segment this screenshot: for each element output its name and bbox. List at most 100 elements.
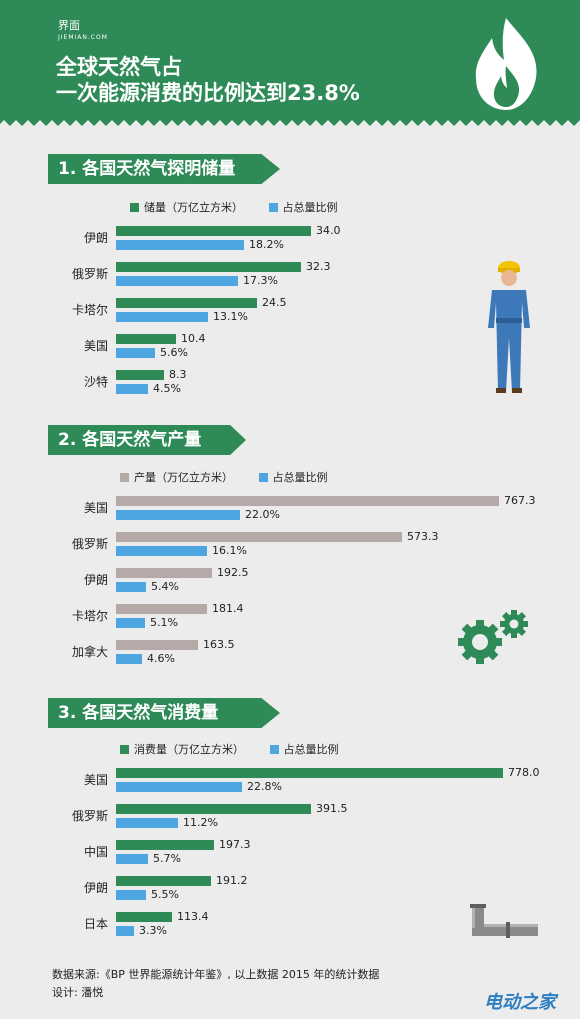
legend-swatch	[130, 203, 139, 212]
bar-share	[116, 240, 244, 250]
bar-share	[116, 854, 148, 864]
data-label: 113.4	[177, 910, 209, 923]
bar-volume	[116, 226, 311, 236]
data-label: 5.5%	[151, 888, 179, 901]
data-label: 767.3	[504, 494, 536, 507]
bar-volume	[116, 262, 301, 272]
category-label: 卡塔尔	[71, 609, 108, 623]
data-label: 16.1%	[212, 544, 247, 557]
watermark-text: 电动之家	[484, 992, 556, 1013]
section1-title: 1. 各国天然气探明储量	[48, 154, 280, 184]
bar-volume	[116, 876, 211, 886]
category-label: 加拿大	[71, 645, 108, 659]
bar-share	[116, 510, 240, 520]
bar-volume	[116, 604, 207, 614]
category-label: 沙特	[83, 375, 108, 389]
bar-share	[116, 654, 142, 664]
category-label: 伊朗	[83, 231, 108, 245]
zigzag-edge	[0, 114, 580, 126]
worker-icon	[488, 261, 530, 393]
legend-label: 消费量（万亿立方米）	[134, 743, 244, 756]
bar-volume	[116, 334, 176, 344]
bar-volume	[116, 640, 198, 650]
data-label: 11.2%	[183, 816, 218, 829]
data-label: 13.1%	[213, 310, 248, 323]
legend-swatch	[120, 473, 129, 482]
data-label: 10.4	[181, 332, 206, 345]
bar-volume	[116, 496, 499, 506]
category-label: 美国	[83, 339, 108, 353]
data-label: 24.5	[262, 296, 287, 309]
page-title-line1: 全球天然气占	[56, 55, 182, 79]
data-label: 17.3%	[243, 274, 278, 287]
section1-legend: 储量（万亿立方米） 占总量比例	[130, 201, 338, 215]
data-label: 4.6%	[147, 652, 175, 665]
bar-volume	[116, 912, 172, 922]
section2-legend: 产量（万亿立方米） 占总量比例	[120, 471, 328, 485]
category-label: 中国	[83, 845, 108, 859]
legend-swatch	[268, 203, 278, 212]
bar-volume	[116, 768, 503, 778]
brand-name: 界面	[58, 19, 80, 32]
data-label: 778.0	[508, 766, 540, 779]
data-label: 5.4%	[151, 580, 179, 593]
bar-share	[116, 276, 238, 286]
data-label: 181.4	[212, 602, 244, 615]
category-label: 伊朗	[83, 881, 108, 895]
category-label: 俄罗斯	[71, 537, 108, 551]
data-label: 34.0	[316, 224, 341, 237]
legend-label: 储量（万亿立方米）	[144, 201, 243, 214]
category-label: 俄罗斯	[71, 809, 108, 823]
bar-share	[116, 582, 146, 592]
data-label: 163.5	[203, 638, 235, 651]
category-label: 美国	[83, 501, 108, 515]
bar-share	[116, 890, 146, 900]
data-label: 573.3	[407, 530, 439, 543]
footer-source: 数据来源:《BP 世界能源统计年鉴》, 以上数据 2015 年的统计数据	[52, 968, 380, 981]
category-label: 俄罗斯	[71, 267, 108, 281]
legend-label: 占总量比例	[272, 471, 328, 484]
section2-title: 2. 各国天然气产量	[48, 425, 246, 455]
data-label: 191.2	[216, 874, 248, 887]
legend-swatch	[258, 473, 268, 482]
brand-sub: JIEMIAN.COM	[58, 34, 108, 41]
data-label: 5.6%	[160, 346, 188, 359]
legend-label: 占总量比例	[282, 201, 338, 214]
category-label: 卡塔尔	[71, 303, 108, 317]
category-label: 伊朗	[83, 573, 108, 587]
bar-volume	[116, 298, 257, 308]
data-label: 391.5	[316, 802, 348, 815]
bar-share	[116, 818, 178, 828]
data-label: 5.7%	[153, 852, 181, 865]
bar-volume	[116, 568, 212, 578]
bar-share	[116, 384, 148, 394]
bar-volume	[116, 370, 164, 380]
data-label: 32.3	[306, 260, 331, 273]
bar-share	[116, 782, 242, 792]
section3-legend: 消费量（万亿立方米） 占总量比例	[120, 743, 339, 757]
bar-share	[116, 618, 145, 628]
legend-label: 产量（万亿立方米）	[134, 471, 233, 484]
data-label: 5.1%	[150, 616, 178, 629]
bar-share	[116, 546, 207, 556]
bar-share	[116, 926, 134, 936]
data-label: 8.3	[169, 368, 187, 381]
bar-share	[116, 312, 208, 322]
gears-icon	[458, 610, 528, 664]
brand-logo: 界面 JIEMIAN.COM	[58, 20, 108, 43]
page-title-line2: 一次能源消费的比例达到23.8%	[56, 81, 360, 105]
category-label: 日本	[83, 917, 108, 931]
pipeline-icon	[470, 904, 538, 938]
data-label: 192.5	[217, 566, 249, 579]
data-label: 22.0%	[245, 508, 280, 521]
bar-volume	[116, 532, 402, 542]
bar-volume	[116, 840, 214, 850]
section3-title: 3. 各国天然气消费量	[48, 698, 280, 728]
legend-label: 占总量比例	[283, 743, 339, 756]
data-label: 4.5%	[153, 382, 181, 395]
data-label: 18.2%	[249, 238, 284, 251]
category-label: 美国	[83, 773, 108, 787]
data-label: 22.8%	[247, 780, 282, 793]
flame-icon	[475, 18, 537, 110]
data-label: 197.3	[219, 838, 251, 851]
